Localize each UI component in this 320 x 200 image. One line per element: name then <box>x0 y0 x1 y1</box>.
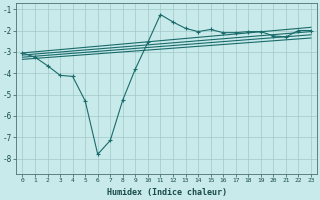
X-axis label: Humidex (Indice chaleur): Humidex (Indice chaleur) <box>107 188 227 197</box>
